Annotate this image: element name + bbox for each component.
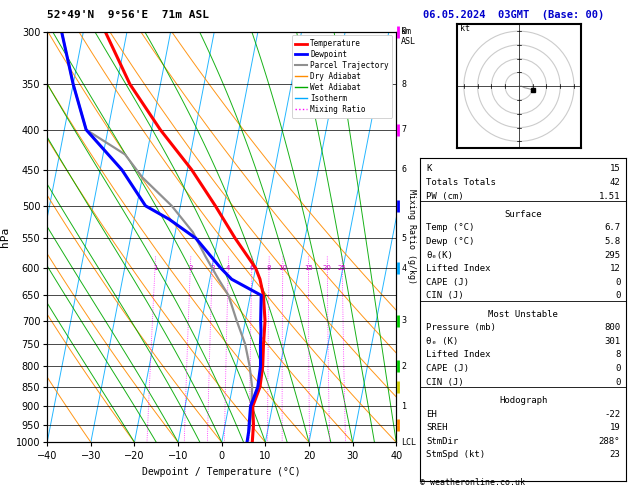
Text: 12: 12 (610, 264, 620, 273)
Text: 15: 15 (304, 265, 313, 271)
Text: Lifted Index: Lifted Index (426, 350, 491, 360)
Text: 10: 10 (278, 265, 287, 271)
Text: 25: 25 (338, 265, 347, 271)
Text: 7: 7 (401, 125, 406, 134)
Text: 15: 15 (610, 164, 620, 174)
Text: 3: 3 (401, 316, 406, 325)
Text: 5.8: 5.8 (604, 237, 620, 246)
Text: θₑ(K): θₑ(K) (426, 251, 454, 260)
Text: -22: -22 (604, 410, 620, 418)
Text: 8: 8 (615, 350, 620, 360)
Text: 295: 295 (604, 251, 620, 260)
Text: © weatheronline.co.uk: © weatheronline.co.uk (420, 478, 525, 486)
Text: 0: 0 (615, 364, 620, 373)
Text: 6.7: 6.7 (604, 224, 620, 232)
Text: 9: 9 (401, 27, 406, 36)
Text: 0: 0 (615, 378, 620, 386)
Text: km
ASL: km ASL (401, 27, 416, 46)
Text: 800: 800 (604, 323, 620, 332)
Text: 06.05.2024  03GMT  (Base: 00): 06.05.2024 03GMT (Base: 00) (423, 11, 604, 20)
Text: Surface: Surface (504, 210, 542, 219)
Text: 3: 3 (210, 265, 214, 271)
Text: Temp (°C): Temp (°C) (426, 224, 475, 232)
Text: Totals Totals: Totals Totals (426, 178, 496, 187)
Text: CAPE (J): CAPE (J) (426, 364, 469, 373)
Text: StmSpd (kt): StmSpd (kt) (426, 450, 486, 459)
Text: kt: kt (460, 24, 470, 33)
Text: 23: 23 (610, 450, 620, 459)
Text: 2: 2 (188, 265, 192, 271)
Text: 0: 0 (615, 292, 620, 300)
Text: 1: 1 (153, 265, 157, 271)
Text: 52°49'N  9°56'E  71m ASL: 52°49'N 9°56'E 71m ASL (47, 11, 209, 20)
Text: 8: 8 (267, 265, 271, 271)
Text: 1.51: 1.51 (599, 191, 620, 201)
Text: 8: 8 (401, 80, 406, 88)
Text: LCL: LCL (401, 438, 416, 447)
Text: 6: 6 (250, 265, 254, 271)
Text: 301: 301 (604, 337, 620, 346)
Text: Hodograph: Hodograph (499, 396, 547, 405)
Text: 5: 5 (401, 234, 406, 243)
Text: 1: 1 (401, 402, 406, 411)
Text: 4: 4 (226, 265, 230, 271)
Text: Dewp (°C): Dewp (°C) (426, 237, 475, 246)
Text: CIN (J): CIN (J) (426, 378, 464, 386)
Text: Pressure (mb): Pressure (mb) (426, 323, 496, 332)
Text: θₑ (K): θₑ (K) (426, 337, 459, 346)
Text: EH: EH (426, 410, 437, 418)
Text: 20: 20 (323, 265, 332, 271)
Y-axis label: hPa: hPa (0, 227, 10, 247)
Text: 288°: 288° (599, 437, 620, 446)
Text: Lifted Index: Lifted Index (426, 264, 491, 273)
Text: SREH: SREH (426, 423, 448, 432)
Text: StmDir: StmDir (426, 437, 459, 446)
Text: CAPE (J): CAPE (J) (426, 278, 469, 287)
Text: K: K (426, 164, 431, 174)
Y-axis label: Mixing Ratio (g/kg): Mixing Ratio (g/kg) (407, 190, 416, 284)
X-axis label: Dewpoint / Temperature (°C): Dewpoint / Temperature (°C) (142, 467, 301, 477)
Text: 4: 4 (401, 263, 406, 273)
Text: 2: 2 (401, 362, 406, 371)
Text: 6: 6 (401, 165, 406, 174)
Text: CIN (J): CIN (J) (426, 292, 464, 300)
Text: 19: 19 (610, 423, 620, 432)
Text: Most Unstable: Most Unstable (488, 310, 559, 319)
Legend: Temperature, Dewpoint, Parcel Trajectory, Dry Adiabat, Wet Adiabat, Isotherm, Mi: Temperature, Dewpoint, Parcel Trajectory… (292, 35, 392, 118)
Text: 0: 0 (615, 278, 620, 287)
Text: PW (cm): PW (cm) (426, 191, 464, 201)
Text: 42: 42 (610, 178, 620, 187)
